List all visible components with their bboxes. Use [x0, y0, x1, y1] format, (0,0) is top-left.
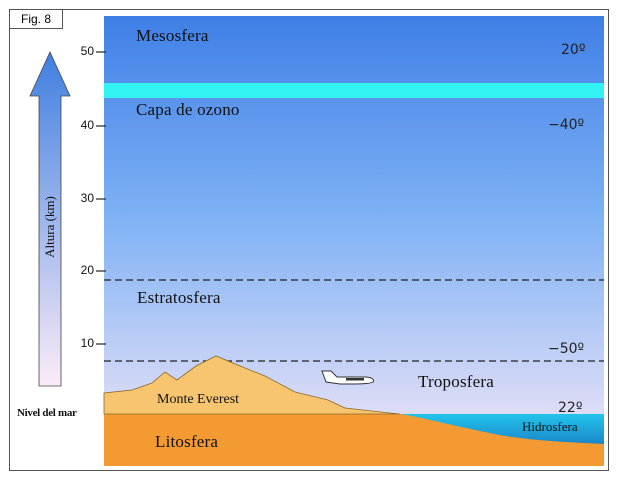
tick-label-50: 50 [80, 44, 94, 58]
hidrosfera-water [400, 414, 604, 444]
ozono-label: Capa de ozono [136, 100, 240, 119]
tick-label-30: 30 [80, 191, 94, 205]
ozone-band [104, 83, 604, 98]
troposfera-label: Troposfera [418, 372, 494, 391]
tick-label-40: 40 [80, 118, 94, 132]
axis-label: Altura (km) [42, 196, 57, 258]
estratosfera-label: Estratosfera [137, 288, 221, 307]
tick-label-20: 20 [80, 263, 94, 277]
temperature-surface: 22º [558, 400, 583, 416]
temperature-mesosfera: 20º [561, 42, 586, 58]
temperature-ozono: −40º [548, 117, 585, 133]
figure-frame [9, 9, 609, 471]
sea-level-label: Nivel del mar [17, 407, 77, 419]
mesosfera-label: Mesosfera [136, 26, 209, 45]
monte-everest-label: Monte Everest [157, 392, 240, 407]
tick-label-10: 10 [80, 336, 94, 350]
altitude-arrow [29, 51, 71, 387]
temperature-tropopause: −50º [548, 341, 585, 357]
axis-ticks [96, 51, 106, 345]
hidrosfera-label: Hidrosfera [522, 419, 578, 434]
litosfera-label: Litosfera [155, 432, 219, 451]
airplane-icon [321, 370, 375, 385]
monte-everest-shape [103, 355, 401, 415]
figure-label: Fig. 8 [9, 9, 63, 29]
